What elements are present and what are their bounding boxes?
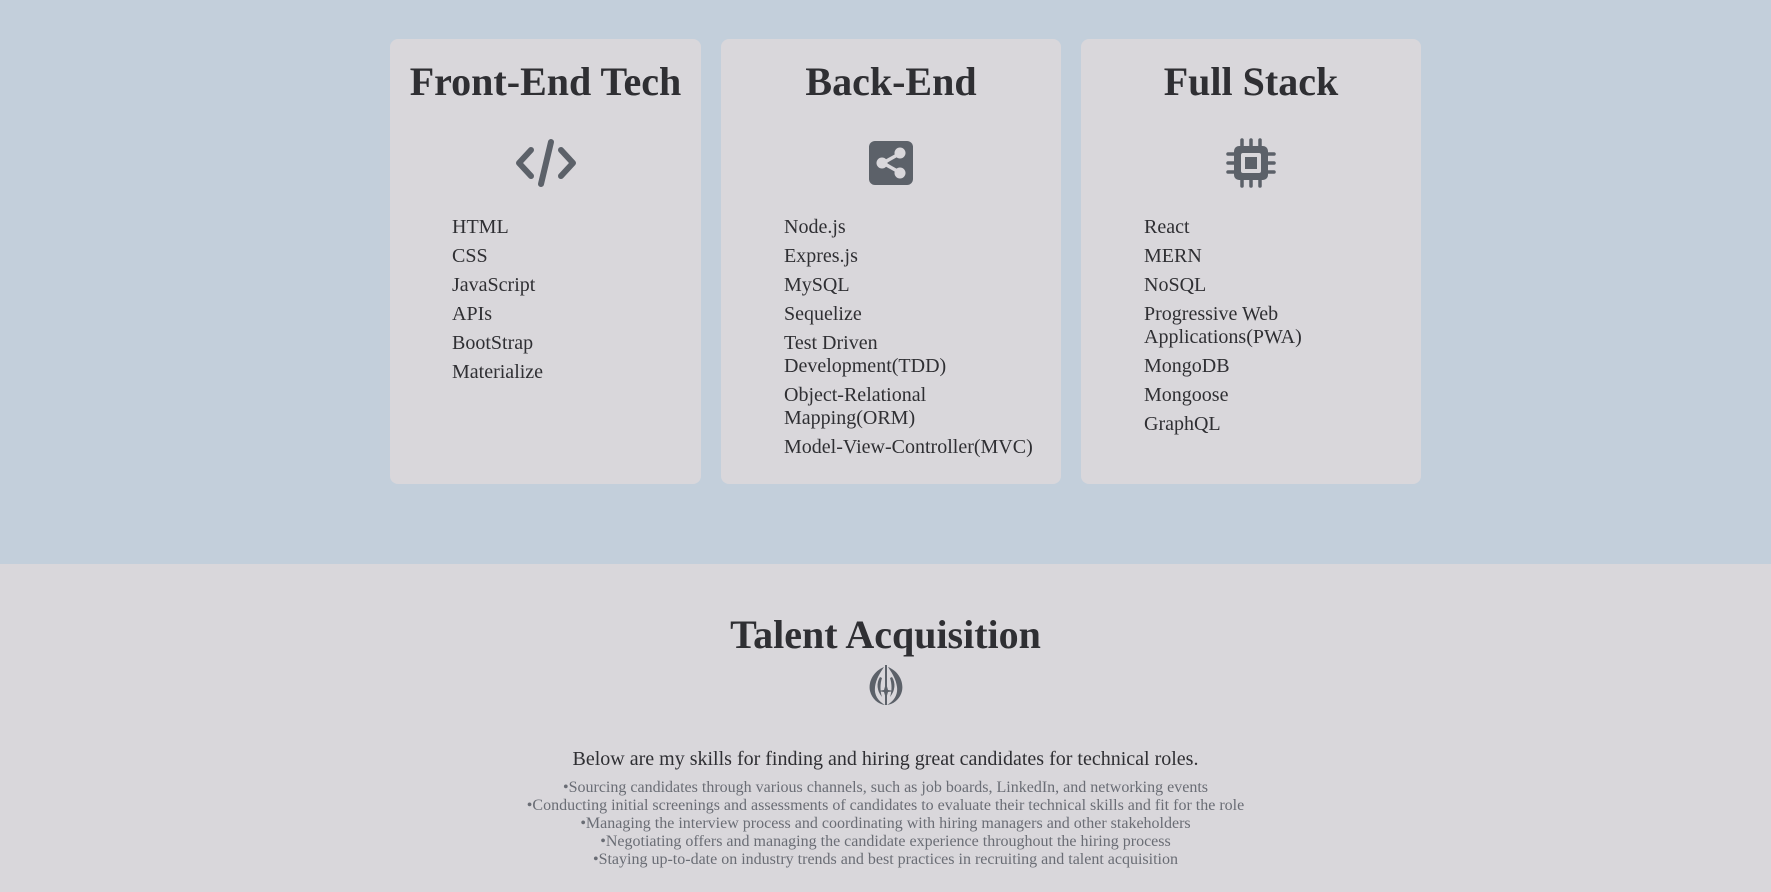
- list-item: •Negotiating offers and managing the can…: [600, 833, 1171, 850]
- list-item: MERN: [1144, 245, 1202, 267]
- list-item: JavaScript: [452, 274, 536, 296]
- share-icon: [866, 138, 916, 188]
- list-item: Node.js: [784, 216, 846, 238]
- list-item: MySQL: [784, 274, 850, 296]
- list-item: APIs: [452, 303, 493, 325]
- section-title: Talent Acquisition: [730, 612, 1041, 657]
- skill-list: Node.js Expres.js MySQL Sequelize Test D…: [784, 216, 1054, 465]
- list-item: Model-View-Controller(MVC): [784, 436, 1033, 458]
- card-back-end: Back-End Node.js Expres.js MySQL Sequeli…: [721, 39, 1061, 484]
- card-title: Back-End: [805, 59, 977, 104]
- skill-list: React MERN NoSQL Progressive Web Applica…: [1144, 216, 1364, 442]
- list-item: NoSQL: [1144, 274, 1207, 296]
- list-item: Object-Relational Mapping(ORM): [784, 384, 927, 429]
- list-item: •Staying up-to-date on industry trends a…: [592, 851, 1178, 868]
- list-item: Materialize: [452, 361, 544, 383]
- section-intro: Below are my skills for finding and hiri…: [572, 748, 1199, 770]
- list-item: •Conducting initial screenings and asses…: [526, 797, 1245, 814]
- code-icon: [515, 138, 576, 188]
- microchip-icon: [1226, 138, 1276, 188]
- list-item: Mongoose: [1144, 384, 1229, 406]
- card-front-end: Front-End Tech HTML CSS JavaScript APIs …: [390, 39, 701, 484]
- talent-acquisition-section: Talent Acquisition Below are my skills f…: [0, 564, 1771, 892]
- list-item: Sequelize: [784, 303, 862, 325]
- card-title: Full Stack: [1163, 59, 1339, 104]
- list-item: GraphQL: [1144, 413, 1221, 435]
- list-item: BootStrap: [452, 332, 534, 354]
- card-title: Front-End Tech: [409, 59, 682, 104]
- skill-list: HTML CSS JavaScript APIs BootStrap Mater…: [452, 216, 692, 390]
- list-item: Progressive Web Applications(PWA): [1144, 303, 1302, 348]
- list-item: MongoDB: [1144, 355, 1230, 377]
- skills-section: Front-End Tech HTML CSS JavaScript APIs …: [390, 39, 1421, 484]
- bullet-list: •Sourcing candidates through various cha…: [0, 779, 1771, 869]
- card-full-stack: Full Stack React MERN NoSQL Progressive …: [1081, 39, 1421, 484]
- list-item: •Sourcing candidates through various cha…: [562, 779, 1208, 796]
- jedi-order-icon: [864, 663, 908, 707]
- list-item: Expres.js: [784, 245, 858, 267]
- list-item: React: [1144, 216, 1190, 238]
- list-item: Test Driven Development(TDD): [784, 332, 947, 377]
- list-item: CSS: [452, 245, 488, 267]
- list-item: •Managing the interview process and coor…: [580, 815, 1191, 832]
- list-item: HTML: [452, 216, 509, 238]
